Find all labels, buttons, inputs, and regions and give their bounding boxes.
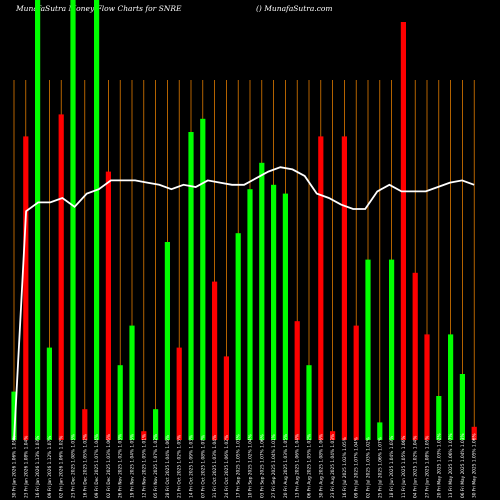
x-tick-label: 16 Fri Dec 2025 1.05% 1.02%	[82, 434, 88, 498]
bar-red	[424, 334, 430, 440]
bar-green	[448, 334, 454, 440]
bar-red	[330, 431, 336, 440]
bar-green	[271, 184, 277, 440]
x-tick-label: 23 Fri Aug 2025 1.04% 1.03%	[330, 434, 336, 498]
bar-green	[365, 259, 371, 440]
bar-green	[436, 396, 442, 440]
bar-red	[105, 171, 111, 440]
x-tick-label: 06 Fri May 2025 1.04% 1.03%	[460, 433, 466, 498]
x-tick-label: 30 Fri May 2025 1.05% 1.06%	[472, 433, 478, 498]
bar-red	[82, 409, 88, 440]
x-tick-label: 02 Fri Jan 2026 1.06% 1.02%	[59, 436, 65, 498]
bar-red	[353, 325, 359, 440]
bar-red	[318, 136, 324, 440]
x-tick-label: 28 Fri Oct 2025 1.04% 1.06%	[165, 435, 171, 498]
bar-green	[306, 365, 312, 440]
x-tick-label: 26 Fri Nov 2025 1.02% 1.03%	[118, 434, 124, 498]
bar-green	[459, 374, 465, 440]
bar-red	[412, 272, 418, 440]
x-tick-label: 05 Fri Nov 2025 1.07% 1.02%	[153, 434, 159, 498]
bar-red	[471, 426, 477, 440]
bar-green	[94, 0, 100, 440]
x-tick-label: 24 Fri Oct 2025 1.06% 1.02%	[224, 435, 230, 498]
bar-green	[200, 118, 206, 441]
bar-red	[223, 356, 229, 440]
x-tick-label: 19 Fri Nov 2025 1.04% 1.05%	[130, 434, 136, 498]
x-tick-label: 02 Fri Dec 2025 1.03% 1.06%	[106, 434, 112, 498]
x-tick-label: 30 Fri Jan 2026 1.06% 1.05%	[12, 436, 18, 498]
x-tick-label: 25 Fri Jul 2025 1.06% 1.07%	[377, 437, 383, 498]
x-tick-label: 12 Fri Nov 2025 1.05% 1.01%	[141, 434, 147, 498]
bar-green	[377, 422, 383, 440]
bar-green	[35, 0, 41, 440]
bar-green	[129, 325, 135, 440]
x-tick-label: 23 Fri Jan 2026 1.08% 1.04%	[23, 436, 29, 498]
bar-green	[188, 132, 194, 440]
x-tick-label: 31 Fri Oct 2025 1.03% 1.04%	[212, 435, 218, 498]
x-tick-label: 14 Fri Oct 2025 1.09% 1.03%	[189, 435, 195, 498]
bar-red	[400, 22, 406, 440]
bar-green	[117, 365, 123, 440]
bar-green	[282, 193, 288, 440]
bar-green	[247, 189, 253, 440]
bar-red	[176, 347, 182, 440]
x-tick-label: 16 Fri Jan 2026 1.13% 1.03%	[35, 436, 41, 498]
bar-green	[11, 391, 17, 440]
bar-red	[58, 114, 64, 441]
bar-green	[389, 259, 395, 440]
bar-green	[164, 242, 170, 440]
bar-green	[235, 233, 241, 440]
x-tick-label: 03 Fri Sep 2025 1.07% 1.06%	[259, 434, 265, 498]
x-tick-label: 07 Fri Oct 2025 1.08% 1.07%	[200, 435, 206, 498]
x-tick-label: 13 Fri May 2025 1.06% 1.07%	[448, 433, 454, 498]
x-tick-label: 18 Fri Jun 2025 1.04% 1.03%	[389, 436, 395, 498]
bar-red	[341, 136, 347, 440]
x-tick-label: 09 Fri Jan 2026 1.12% 1.07%	[47, 436, 53, 498]
x-tick-label: 13 Fri Aug 2025 1.06% 1.04%	[295, 434, 301, 498]
x-tick-label: 09 Fri Dec 2025 1.07% 1.04%	[94, 434, 100, 498]
x-tick-label: 20 Fri Aug 2025 1.03% 1.05%	[283, 434, 289, 498]
x-tick-label: 04 Fri Jun 2025 1.02% 1.04%	[413, 436, 419, 498]
bar-red	[212, 281, 218, 440]
bar-green	[259, 162, 265, 441]
bar-green	[70, 0, 76, 440]
x-tick-label: 21 Fri Oct 2025 1.02% 1.05%	[177, 435, 183, 498]
x-tick-label: 09 Fri Jul 2025 1.07% 1.04%	[354, 437, 360, 498]
x-tick-label: 20 Fri May 2025 1.03% 1.02%	[436, 433, 442, 498]
x-tick-label: 02 Fri Jul 2025 1.03% 1.02%	[366, 437, 372, 498]
money-flow-line	[13, 166, 475, 441]
bar-green	[46, 347, 52, 440]
bar-red	[294, 321, 300, 440]
x-tick-label: 27 Fri Sep 2025 1.04% 1.01%	[271, 434, 277, 498]
bar-red	[141, 431, 147, 440]
bar-red	[23, 136, 29, 440]
x-tick-label: 17 Fri Sep 2025 1.05% 1.03%	[236, 434, 242, 498]
x-tick-label: 06 Fri Aug 2025 1.05% 1.02%	[307, 434, 313, 498]
x-tick-label: 10 Fri Sep 2025 1.02% 1.04%	[248, 434, 254, 498]
bar-green	[153, 409, 159, 440]
site-credit: () MunafaSutra.com	[256, 4, 333, 13]
x-tick-label: 23 Fri Dec 2025 1.08% 1.03%	[71, 434, 77, 498]
x-tick-label: 30 Fri Aug 2025 1.08% 1.06%	[318, 434, 324, 498]
x-tick-label: 16 Fri Jul 2025 1.02% 1.05%	[342, 437, 348, 498]
x-tick-label: 27 Fri Jun 2025 1.08% 1.05%	[425, 436, 431, 498]
x-tick-label: 11 Fri Jun 2025 1.05% 1.06%	[401, 436, 407, 498]
